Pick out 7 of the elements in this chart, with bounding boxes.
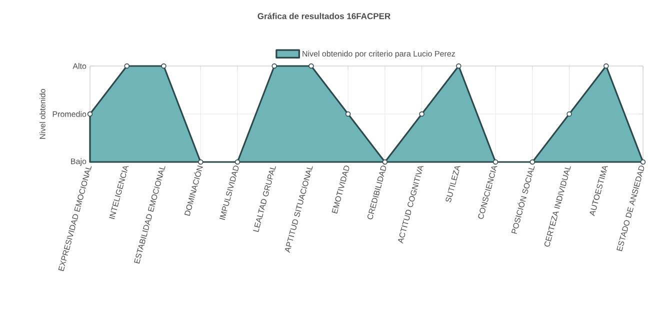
text: Bajo <box>71 158 86 166</box>
y-axis-title: Nivel obtenido <box>39 89 46 139</box>
text: Promedio <box>52 111 86 117</box>
legend-label: Nivel obtenido por criterio para Lucio Perez <box>302 50 455 58</box>
chart-title: Gráfica de resultados 16FACPER <box>258 12 390 20</box>
text: Alto <box>72 63 86 69</box>
x-tick-label: LEALTAD GRUPAL <box>253 166 276 232</box>
